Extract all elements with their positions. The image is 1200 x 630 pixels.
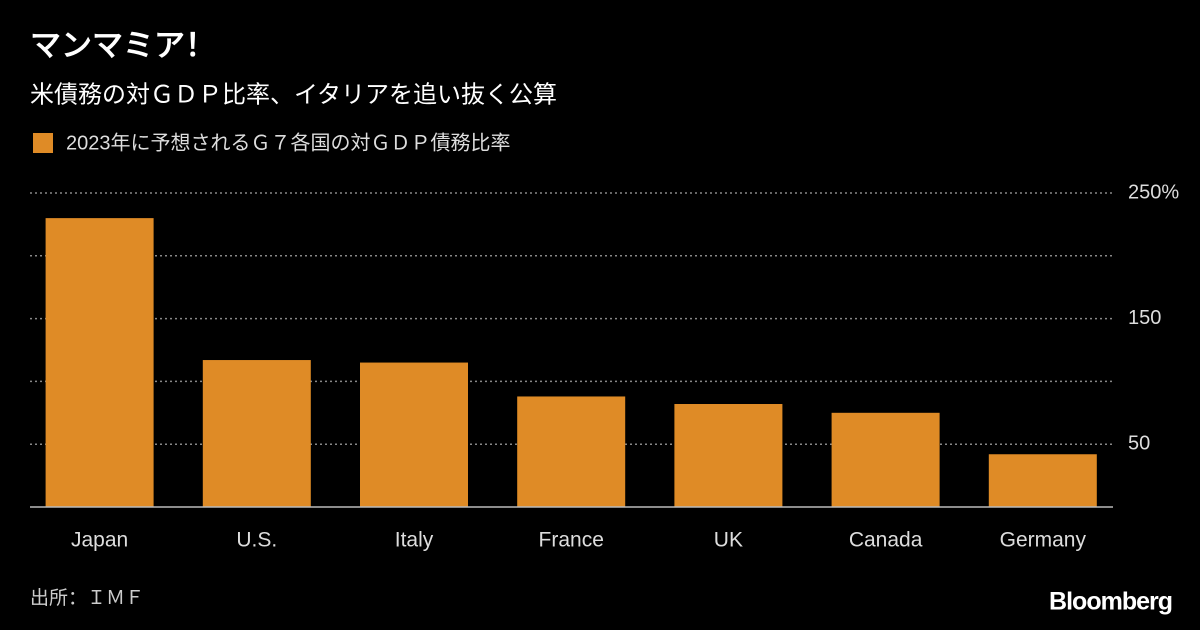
bar bbox=[988, 454, 1097, 507]
brand-logo: Bloomberg bbox=[1049, 588, 1172, 616]
bar bbox=[517, 396, 626, 507]
x-tick-label: Canada bbox=[849, 529, 923, 552]
y-tick-label: 250% bbox=[1128, 181, 1179, 203]
bar bbox=[674, 404, 783, 507]
source: 出所：ＩＭＦ bbox=[30, 587, 144, 609]
bar bbox=[360, 362, 468, 507]
chart-title: マンマミア！ bbox=[30, 28, 216, 63]
x-tick-label: Germany bbox=[1000, 529, 1087, 552]
legend-swatch bbox=[33, 133, 53, 153]
bar bbox=[202, 360, 311, 507]
y-tick-label: 150 bbox=[1128, 307, 1161, 329]
bar bbox=[45, 218, 154, 507]
x-tick-label: France bbox=[539, 529, 604, 552]
x-tick-label: U.S. bbox=[236, 529, 277, 552]
x-tick-label: UK bbox=[714, 529, 743, 552]
x-tick-label: Italy bbox=[395, 529, 434, 552]
legend-label: 2023年に予想されるＧ７各国の対ＧＤＰ債務比率 bbox=[66, 131, 511, 154]
bar bbox=[831, 412, 940, 507]
y-tick-label: 50 bbox=[1128, 432, 1150, 454]
x-tick-label: Japan bbox=[71, 529, 128, 552]
chart-subtitle: 米債務の対ＧＤＰ比率、イタリアを追い抜く公算 bbox=[30, 81, 557, 108]
